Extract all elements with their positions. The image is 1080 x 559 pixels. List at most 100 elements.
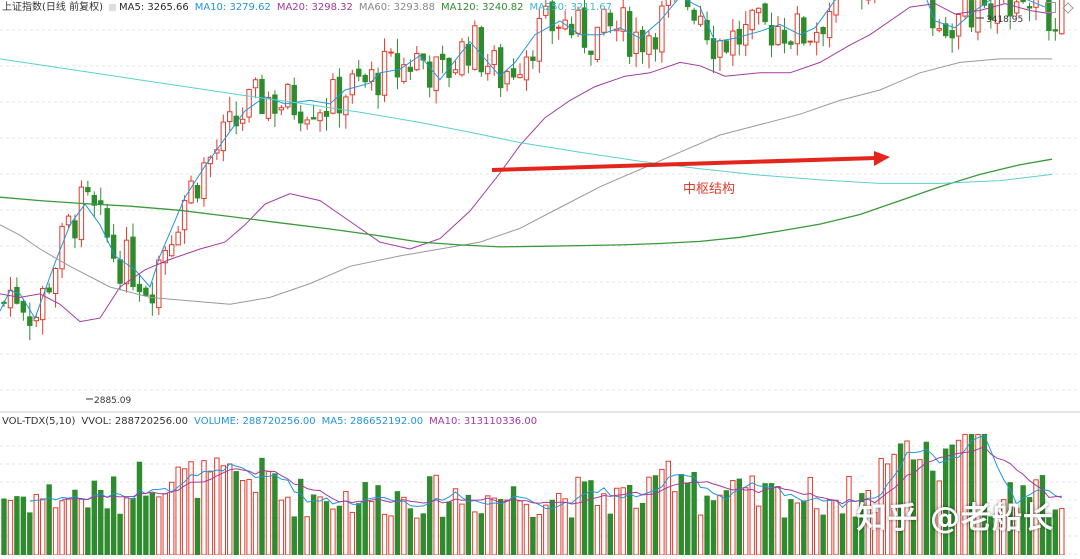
- candle-body: [936, 28, 942, 31]
- candle-body: [323, 111, 330, 117]
- candle-body: [310, 117, 317, 120]
- volume-bar: [27, 512, 33, 556]
- candle-body: [414, 53, 420, 71]
- volume-bar: [665, 460, 672, 556]
- ma-lines: [0, 0, 1053, 323]
- candle-body: [46, 287, 52, 293]
- candle-body: [833, 0, 839, 16]
- volume-bar: [414, 517, 420, 556]
- volume-bar: [78, 498, 85, 556]
- candle-body: [801, 17, 807, 44]
- volume-bar: [375, 485, 381, 556]
- candle-body: [291, 84, 297, 116]
- watermark: 知乎 @老船长: [856, 501, 1054, 536]
- legend-ma5: MA5: 3265.66: [108, 0, 189, 16]
- volume-bar: [246, 479, 252, 556]
- candle-body: [510, 68, 517, 78]
- volume-bar: [201, 460, 207, 556]
- candle-body: [52, 267, 59, 295]
- volume-bar: [794, 502, 801, 556]
- candle-body: [85, 187, 91, 193]
- volume-bar: [485, 495, 491, 556]
- volume-bar: [252, 491, 259, 556]
- candle-body: [330, 79, 336, 114]
- volume-ma10-line: [62, 446, 1062, 505]
- candle-body: [962, 0, 968, 17]
- volume-bar: [717, 494, 723, 556]
- volume-bar: [349, 511, 356, 556]
- candle-body: [278, 107, 285, 111]
- candle-body: [814, 31, 820, 43]
- candle-body: [768, 25, 775, 46]
- volume-bar: [820, 514, 826, 556]
- price-legend: 上证指数(日线 前复权) MA5: 3265.66 MA10: 3279.62 …: [0, 0, 618, 16]
- volume-bar: [272, 473, 278, 556]
- volume-bar: [298, 478, 304, 556]
- legend-ma120: MA120: 3240.82: [441, 2, 524, 13]
- candle-body: [485, 65, 491, 75]
- volume-bar: [594, 504, 601, 556]
- candle-body: [194, 185, 201, 199]
- collapse-icon[interactable]: [1045, 2, 1056, 13]
- candle-body: [169, 244, 175, 257]
- candle-body: [33, 316, 39, 322]
- candle-body: [285, 83, 291, 108]
- volume-bar: [833, 499, 839, 556]
- candle-body: [110, 234, 117, 259]
- candle-body: [497, 47, 504, 89]
- volume-bar: [220, 465, 227, 556]
- volume-bar: [52, 507, 59, 556]
- candle-body: [252, 79, 259, 89]
- candle-body: [227, 111, 233, 123]
- volume-bar: [465, 494, 472, 556]
- volume-bar: [762, 483, 768, 556]
- volume-bar: [420, 513, 426, 556]
- legend-vol-ma10: MA10: 313110336.00: [429, 416, 538, 427]
- volume-bar: [317, 496, 323, 556]
- volume-bar: [368, 501, 375, 556]
- candle-body: [943, 23, 949, 37]
- candle-body: [239, 118, 246, 124]
- volume-bar: [562, 498, 568, 556]
- candle-body: [465, 43, 472, 66]
- candle-body: [691, 9, 697, 21]
- price-labels: 3418.95 2885.09: [86, 15, 1023, 406]
- candle-body: [394, 53, 401, 78]
- candle-body: [523, 56, 530, 81]
- volume-bar: [1, 498, 7, 556]
- volume-bar: [685, 482, 691, 556]
- candle-body: [504, 71, 510, 85]
- candle-body: [549, 1, 555, 32]
- volume-bar: [788, 499, 794, 556]
- ma10-line: [0, 0, 1046, 320]
- volume-bar: [626, 484, 633, 556]
- candle-body: [304, 119, 310, 125]
- candle-body: [375, 72, 381, 96]
- candle-body: [594, 26, 601, 60]
- volume-bar: [491, 497, 497, 556]
- volume-bar: [310, 494, 317, 556]
- volume-bar: [117, 513, 123, 556]
- candle-body: [536, 17, 543, 62]
- volume-bar: [652, 475, 659, 556]
- volume-bar: [517, 500, 523, 556]
- volume-bar: [233, 471, 239, 556]
- candle-body: [91, 194, 97, 206]
- candle-body: [1026, 6, 1033, 9]
- candle-body: [820, 27, 826, 35]
- candle-body: [1046, 0, 1052, 32]
- volume-bar: [749, 475, 755, 556]
- candle-body: [459, 41, 465, 76]
- candle-body: [201, 162, 207, 200]
- volume-bar: [781, 517, 788, 556]
- volume-bar: [65, 498, 72, 556]
- candle-body: [730, 30, 736, 56]
- candle-body: [427, 61, 433, 88]
- volume-bar: [169, 481, 175, 556]
- volume-bar: [33, 493, 39, 556]
- candle-body: [220, 121, 227, 152]
- volume-bar: [265, 470, 272, 556]
- legend-vvol: VVOL: 288720256.00: [81, 416, 189, 427]
- volume-bar: [568, 517, 575, 556]
